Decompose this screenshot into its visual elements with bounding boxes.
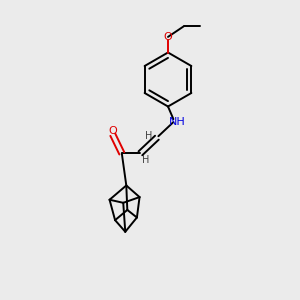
Text: O: O	[108, 126, 117, 136]
Text: H: H	[142, 155, 149, 165]
Text: O: O	[164, 32, 172, 42]
Text: NH: NH	[169, 117, 185, 127]
Text: H: H	[145, 131, 152, 141]
